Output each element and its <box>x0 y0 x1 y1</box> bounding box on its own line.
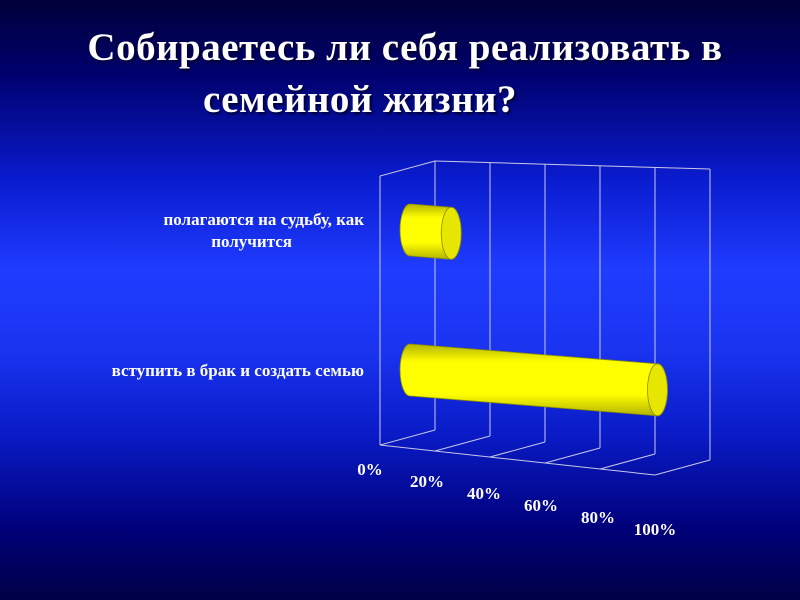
grid-line <box>434 435 491 452</box>
grid-line <box>434 160 711 170</box>
grid-line <box>379 160 436 177</box>
grid-line <box>599 453 656 470</box>
bar-body <box>399 343 668 417</box>
grid-line <box>654 459 711 476</box>
grid-line <box>379 444 656 476</box>
bar-series <box>399 203 668 417</box>
x-tick-label: 60% <box>524 496 558 515</box>
bar-end-cap <box>440 206 462 260</box>
bar <box>399 203 462 260</box>
category-label: получится <box>211 232 292 251</box>
x-tick-label: 20% <box>410 472 444 491</box>
x-axis-ticks: 0% 20% 40% 60% 80% 100% <box>357 460 676 539</box>
x-tick-label: 100% <box>634 520 677 539</box>
category-labels: полагаются на судьбу, как получится вступи… <box>112 210 365 380</box>
title-line-1: Собираетесь ли себя реализовать в <box>87 26 723 69</box>
category-label: вступить в брак и создать семью <box>112 361 364 380</box>
x-tick-label: 80% <box>581 508 615 527</box>
slide-title: Собираетесь ли себя реализовать в семейн… <box>0 22 800 126</box>
bar <box>399 343 668 417</box>
title-line-2: семейной жизни? <box>203 78 517 121</box>
category-label: полагаются на судьбу, как <box>163 210 364 229</box>
bar-end-cap <box>647 363 668 417</box>
x-tick-label: 40% <box>467 484 501 503</box>
grid-line <box>544 447 601 464</box>
grid-line <box>489 441 546 458</box>
x-tick-label: 0% <box>357 460 383 479</box>
grid-line <box>379 429 436 446</box>
